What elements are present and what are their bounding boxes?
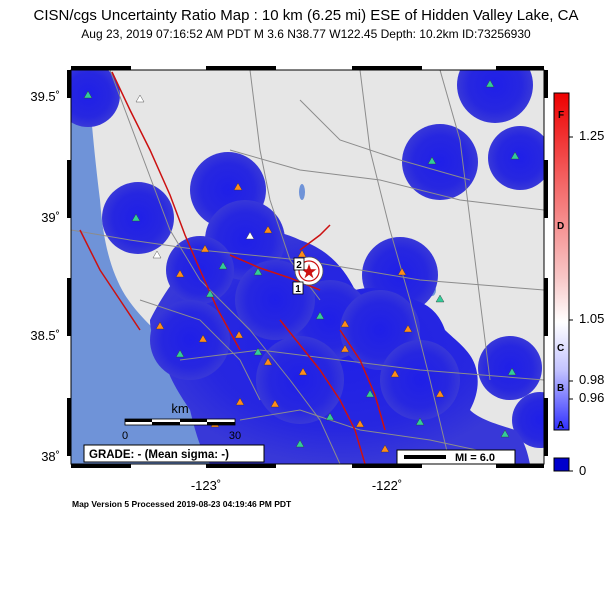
colorbar-gradient <box>553 92 570 431</box>
station-triangle <box>435 294 445 303</box>
station-triangle <box>234 330 244 339</box>
station-triangle <box>500 429 510 438</box>
station-triangle <box>485 79 495 88</box>
y-label-38: 38˚ <box>41 449 60 464</box>
station-triangle <box>340 344 350 353</box>
station-triangle <box>325 412 335 421</box>
map-frame <box>70 69 545 465</box>
station-triangle <box>83 90 93 99</box>
station-triangle <box>253 267 263 276</box>
station-label-1: 1 <box>295 284 301 295</box>
station-triangle <box>510 151 520 160</box>
station-triangle <box>205 289 215 298</box>
y-label-39: 39˚ <box>41 210 60 225</box>
colorbar-zero-swatch <box>553 457 570 472</box>
station-triangle <box>263 225 273 234</box>
station-triangle <box>507 367 517 376</box>
station-number-labels: 2 1 <box>292 257 305 295</box>
station-triangle <box>131 213 141 222</box>
station-triangle <box>152 250 162 259</box>
colorbar-label-0: 0 <box>579 463 587 478</box>
colorbar-letter-c: C <box>557 343 565 354</box>
station-triangle <box>155 321 165 330</box>
station-triangle <box>365 389 375 398</box>
station-triangle <box>175 269 185 278</box>
y-label-38-5: 38.5˚ <box>30 328 60 343</box>
x-label-123: -123˚ <box>190 478 222 493</box>
station-triangle <box>233 182 243 191</box>
map-area <box>71 70 544 464</box>
station-triangle <box>298 367 308 376</box>
colorbar-letter-d: D <box>557 221 565 232</box>
station-triangle <box>245 231 255 240</box>
grade-box: GRADE: - (Mean sigma: -) <box>83 444 265 463</box>
station-triangle <box>340 319 350 328</box>
scale-bar-end: 30 <box>229 430 241 442</box>
map-title: CISN/cgs Uncertainty Ratio Map : 10 km (… <box>33 7 579 24</box>
scale-bar-start: 0 <box>122 430 128 442</box>
colorbar-letter-b: B <box>557 383 565 394</box>
station-triangle <box>435 389 445 398</box>
y-label-39-5: 39.5˚ <box>30 89 60 104</box>
station-label-2: 2 <box>296 260 302 271</box>
colorbar-letter-f: F <box>558 110 565 121</box>
station-triangle <box>315 311 325 320</box>
station-triangle <box>200 244 210 253</box>
station-triangle <box>198 334 208 343</box>
station-triangle <box>415 417 425 426</box>
lake-small-1 <box>299 184 305 200</box>
colorbar-label-0-96: 0.96 <box>579 390 605 405</box>
station-triangle <box>297 249 307 258</box>
mi-legend-text: MI = 6.0 <box>455 452 495 464</box>
station-triangle <box>270 399 280 408</box>
station-triangle <box>253 347 263 356</box>
frame-ticks <box>67 66 548 468</box>
station-triangle <box>380 444 390 453</box>
mi-legend: MI = 6.0 <box>396 449 516 465</box>
station-triangle <box>263 357 273 366</box>
colorbar-letter-a: A <box>557 420 565 431</box>
scale-bar-unit: km <box>171 401 188 416</box>
station-triangle <box>218 261 228 270</box>
seismic-stations <box>83 79 520 453</box>
station-triangle <box>397 267 407 276</box>
uncertainty-regions <box>71 70 544 464</box>
fault-lines <box>79 71 386 464</box>
station-triangle <box>135 94 145 103</box>
station-triangle <box>390 369 400 378</box>
station-triangle <box>175 349 185 358</box>
grade-text: GRADE: - (Mean sigma: -) <box>89 449 229 461</box>
station-triangle <box>355 419 365 428</box>
station-triangle <box>403 324 413 333</box>
station-triangle <box>295 439 305 448</box>
map-subtitle: Aug 23, 2019 07:16:52 AM PDT M 3.6 N38.7… <box>81 27 531 41</box>
colorbar <box>553 92 573 472</box>
colorbar-label-1-25: 1.25 <box>579 128 605 143</box>
scale-bar: km 0 30 <box>122 401 241 442</box>
station-triangle <box>427 156 437 165</box>
x-label-122: -122˚ <box>371 478 403 493</box>
colorbar-label-1-05: 1.05 <box>579 311 605 326</box>
colorbar-label-0-98: 0.98 <box>579 372 605 387</box>
station-triangle <box>235 397 245 406</box>
map-footer: Map Version 5 Processed 2019-08-23 04:19… <box>72 499 292 509</box>
